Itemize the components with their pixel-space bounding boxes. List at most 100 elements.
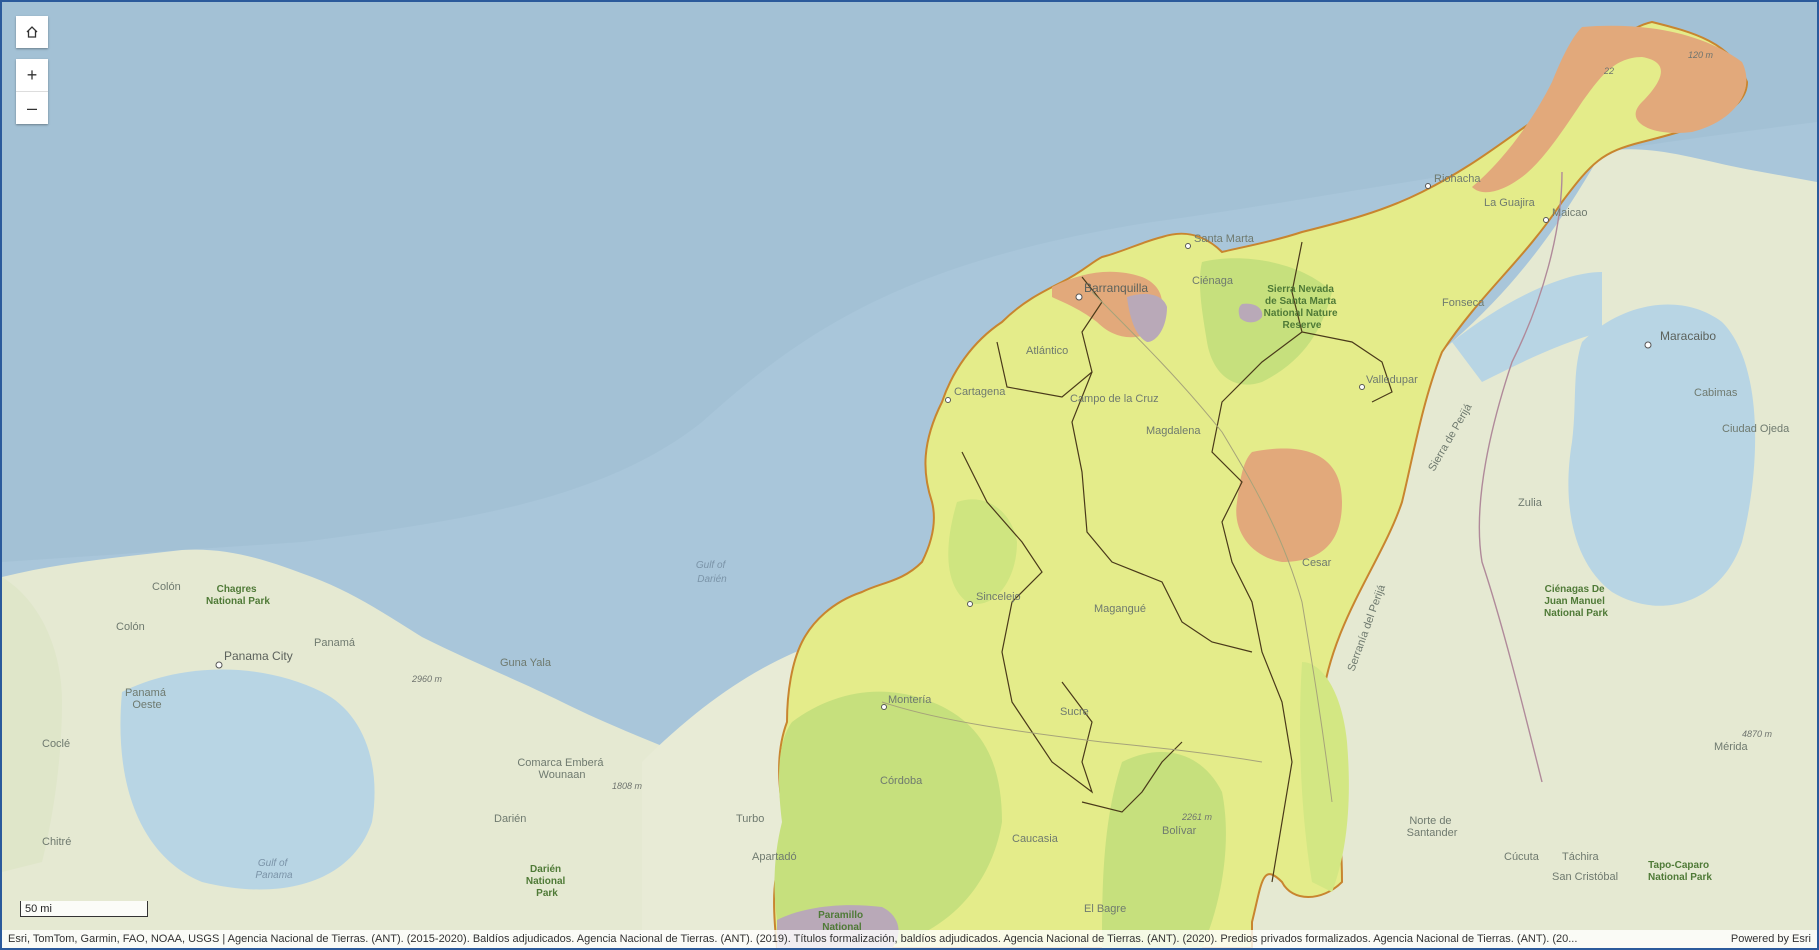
green-zone-sierra-nevada	[1199, 258, 1332, 385]
home-control	[16, 16, 48, 48]
label-chagres: Chagres National Park	[206, 584, 270, 607]
tapo-caparo-line-1: Tapo-Caparo	[1648, 860, 1709, 871]
paramillo-line-1: Paramillo	[818, 910, 863, 921]
label-el-bagre: El Bagre	[1084, 903, 1126, 915]
label-elev-120: 120 m	[1688, 50, 1714, 60]
label-panama-city: Panama City	[224, 649, 293, 663]
label-cabimas: Cabimas	[1694, 387, 1738, 399]
zoom-out-button[interactable]: –	[16, 91, 48, 124]
darien-park-line-2: National	[526, 876, 566, 887]
city-dot-monteria[interactable]	[881, 704, 887, 710]
sierra-nevada-line-3: National Nature	[1264, 308, 1338, 319]
gulf-darien-line-2: Darién	[697, 574, 727, 585]
powered-by-esri[interactable]: Powered by Esri	[1730, 933, 1811, 945]
label-caucasia: Caucasia	[1012, 833, 1059, 845]
chagres-line-1: Chagres	[217, 584, 257, 595]
city-dot-maracaibo[interactable]	[1644, 341, 1652, 349]
attribution-text[interactable]: Esri, TomTom, Garmin, FAO, NOAA, USGS | …	[8, 933, 1578, 945]
label-cocle: Coclé	[42, 738, 70, 750]
city-dot-panama-city[interactable]	[215, 661, 223, 669]
boundary-magdalena-bolivar	[1071, 371, 1253, 653]
label-atlantico: Atlántico	[1026, 345, 1068, 357]
sierra-nevada-line-1: Sierra Nevada	[1267, 284, 1334, 295]
label-bolivar: Bolívar	[1162, 825, 1197, 837]
label-maracaibo: Maracaibo	[1660, 329, 1716, 343]
label-ciudad-ojeda: Ciudad Ojeda	[1722, 423, 1790, 435]
zoom-control: + –	[16, 59, 48, 124]
lake-maracaibo	[1568, 304, 1756, 606]
label-comarca: Comarca Emberá Wounaan	[517, 757, 606, 781]
label-fonseca: Fonseca	[1442, 297, 1485, 309]
label-merida: Mérida	[1714, 741, 1749, 753]
attribution-bar: Esri, TomTom, Garmin, FAO, NOAA, USGS | …	[2, 930, 1817, 948]
norte-santander-line-1: Norte de	[1409, 815, 1451, 827]
green-zone-cesar-south	[1300, 662, 1349, 892]
label-tapo-caparo: Tapo-Caparo National Park	[1648, 860, 1712, 883]
panama-oeste-line-1: Panamá	[125, 687, 167, 699]
gulf-darien-line-1: Gulf of	[696, 560, 727, 571]
panama-west	[2, 577, 62, 872]
cienagas-line-2: Juan Manuel	[1544, 596, 1605, 607]
label-san-cristobal: San Cristóbal	[1552, 871, 1618, 883]
comarca-line-2: Wounaan	[539, 769, 586, 781]
orange-zone-guajira	[1472, 25, 1747, 193]
label-chitre: Chitré	[42, 836, 71, 848]
label-santa-marta: Santa Marta	[1194, 233, 1255, 245]
green-zone-sucre	[948, 499, 1017, 604]
label-campo-de-la-cruz: Campo de la Cruz	[1070, 393, 1159, 405]
label-elev-4870: 4870 m	[1742, 729, 1773, 739]
city-dot-santa-marta[interactable]	[1185, 243, 1191, 249]
city-dot-cartagena[interactable]	[945, 397, 951, 403]
city-dot-riohacha[interactable]	[1425, 183, 1431, 189]
sierra-nevada-line-2: de Santa Marta	[1265, 296, 1337, 307]
label-norte-santander: Norte de Santander	[1407, 815, 1458, 839]
comarca-line-1: Comarca Emberá	[517, 757, 604, 769]
sierra-nevada-line-4: Reserve	[1283, 320, 1322, 331]
label-cordoba: Córdoba	[880, 775, 923, 787]
label-gulf-of-darien: Gulf of Darién	[696, 560, 728, 585]
label-turbo: Turbo	[736, 813, 764, 825]
label-paramillo: Paramillo National	[818, 910, 866, 933]
home-icon	[26, 26, 38, 38]
label-cienagas: Ciénagas De Juan Manuel National Park	[1544, 584, 1608, 619]
label-darien-park: Darién National Park	[526, 864, 568, 899]
city-dot-sincelejo[interactable]	[967, 601, 973, 607]
deep-sea	[2, 2, 1817, 562]
orange-zone-cesar	[1236, 448, 1342, 562]
home-button[interactable]	[16, 16, 48, 48]
label-valledupar: Valledupar	[1366, 374, 1418, 386]
road-1	[881, 701, 1263, 763]
green-zone-cordoba	[774, 691, 1002, 948]
gulf-panama-line-2: Panama	[255, 870, 293, 881]
label-elev-1808: 1808 m	[612, 781, 643, 791]
city-dot-maicao[interactable]	[1543, 217, 1549, 223]
label-tachira: Táchira	[1562, 851, 1600, 863]
gray-zone-cienaga	[1127, 294, 1167, 342]
label-maicao: Maicao	[1552, 207, 1587, 219]
label-monteria: Montería	[888, 694, 932, 706]
gray-zone-sierra	[1238, 303, 1263, 323]
city-dot-barranquilla[interactable]	[1075, 293, 1083, 301]
cienagas-line-3: National Park	[1544, 608, 1608, 619]
road-2	[1091, 291, 1333, 803]
label-elev-22: 22	[1603, 66, 1614, 76]
label-cucuta: Cúcuta	[1504, 851, 1540, 863]
label-elev-2960: 2960 m	[411, 674, 443, 684]
label-guna-yala: Guna Yala	[500, 657, 552, 669]
label-zulia: Zulia	[1518, 497, 1543, 509]
border-colombia-venezuela	[1478, 171, 1563, 783]
city-dot-valledupar[interactable]	[1359, 384, 1365, 390]
paramillo-line-2: National	[822, 922, 862, 933]
label-cartagena: Cartagena	[954, 386, 1006, 398]
gulf-panama-line-1: Gulf of	[258, 858, 289, 869]
boundary-sucre	[961, 451, 1094, 794]
label-gulf-of-panama: Gulf of Panama	[255, 858, 293, 881]
green-zone-bolivar	[1102, 752, 1226, 948]
norte-santander-line-2: Santander	[1407, 827, 1458, 839]
panama-oeste-line-2: Oeste	[132, 699, 161, 711]
zoom-in-button[interactable]: +	[26, 64, 38, 85]
label-magdalena: Magdalena	[1146, 425, 1201, 437]
tapo-caparo-line-2: National Park	[1648, 872, 1712, 883]
